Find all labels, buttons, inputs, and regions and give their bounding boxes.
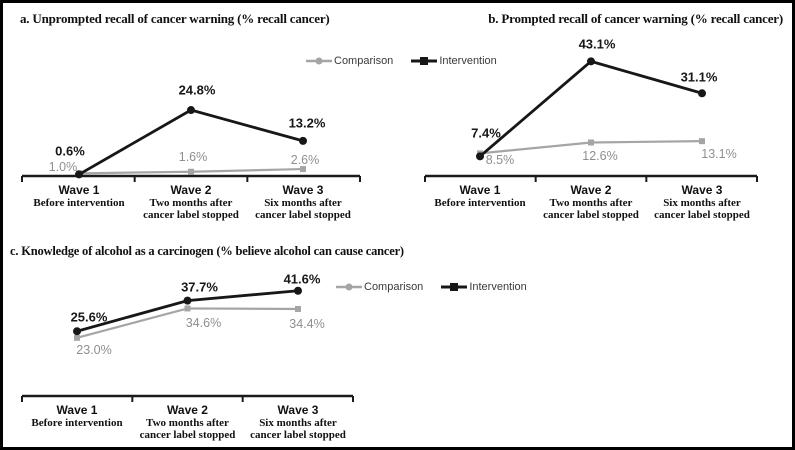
legend-item-intervention: Intervention bbox=[411, 55, 497, 67]
wave-description-line: cancer label stopped bbox=[139, 429, 236, 441]
chart-c-intervention-marker bbox=[73, 327, 81, 336]
wave-description-line: Before intervention bbox=[434, 197, 526, 209]
chart-b-intervention-value-label: 7.4% bbox=[471, 125, 501, 141]
intervention-line-marker-icon bbox=[411, 57, 438, 65]
wave-description-line: Before intervention bbox=[31, 417, 123, 429]
chart-a-comparison-marker bbox=[300, 166, 306, 173]
chart-a-title: a. Unprompted recall of cancer warning (… bbox=[20, 11, 330, 26]
legend-comparison-label: Comparison bbox=[364, 281, 424, 293]
wave-description-line: Six months after bbox=[264, 197, 342, 209]
chart-b-comparison-marker bbox=[699, 138, 705, 145]
chart-c-comparison-value-label: 23.0% bbox=[76, 342, 112, 357]
chart-a-intervention-value-label: 0.6% bbox=[55, 143, 85, 159]
chart-b-comparison-value-label: 8.5% bbox=[485, 153, 515, 168]
wave-label: Wave 1 bbox=[56, 403, 98, 417]
wave-description-line: cancer label stopped bbox=[143, 209, 239, 221]
chart-c-comparison-value-label: 34.4% bbox=[289, 316, 325, 331]
legend-intervention-label: Intervention bbox=[469, 281, 527, 293]
chart-a-comparison-marker bbox=[188, 168, 194, 175]
chart-c-intervention-value-label: 37.7% bbox=[181, 279, 218, 295]
chart-a-intervention-marker bbox=[75, 170, 83, 179]
wave-description-line: cancer label stopped bbox=[250, 429, 346, 441]
chart-a-plot bbox=[21, 106, 361, 182]
chart-b-xaxis-category-1: Wave 1 Before intervention bbox=[410, 183, 550, 210]
intervention-line-marker-icon bbox=[441, 283, 468, 291]
chart-a-comparison-value-label: 1.6% bbox=[178, 149, 208, 164]
wave-description-line: Two months after bbox=[146, 417, 229, 429]
wave-label: Wave 3 bbox=[282, 183, 324, 197]
chart-c-intervention-value-label: 25.6% bbox=[70, 309, 108, 325]
wave-description-line: Two months after bbox=[149, 197, 233, 209]
wave-description-line: Before intervention bbox=[33, 197, 125, 209]
chart-b-intervention-value-label: 31.1% bbox=[680, 69, 718, 85]
legend-intervention-label: Intervention bbox=[439, 55, 497, 67]
chart-b-title: b. Prompted recall of cancer warning (% … bbox=[488, 11, 783, 26]
wave-label: Wave 2 bbox=[570, 183, 612, 197]
wave-description-line: Six months after bbox=[663, 197, 741, 209]
chart-c-xaxis-category-3: Wave 3 Six months after cancer label stopp… bbox=[228, 403, 368, 442]
chart-b-intervention-marker bbox=[476, 152, 484, 161]
legend-comparison-label: Comparison bbox=[334, 55, 394, 67]
chart-c-xaxis-category-1: Wave 1 Before intervention bbox=[7, 403, 147, 430]
wave-label: Wave 1 bbox=[58, 183, 100, 197]
chart-b-comparison-marker bbox=[588, 139, 594, 146]
chart-c-comparison-marker bbox=[74, 334, 80, 341]
chart-c-intervention-marker bbox=[183, 296, 192, 305]
legend-item-comparison: Comparison bbox=[306, 55, 393, 67]
wave-description-line: cancer label stopped bbox=[654, 209, 750, 221]
wave-label: Wave 3 bbox=[277, 403, 319, 417]
chart-a-xaxis-category-2: Wave 2 Two months after cancer label stopp… bbox=[121, 183, 261, 222]
chart-a-intervention-marker bbox=[299, 136, 307, 145]
chart-c-intervention-value-label: 41.6% bbox=[283, 271, 321, 287]
chart-c-comparison-marker bbox=[295, 305, 301, 312]
chart-b-intervention-marker bbox=[587, 57, 595, 66]
chart-c-comparison-value-label: 34.6% bbox=[185, 316, 222, 331]
chart-b-intervention-value-label: 43.1% bbox=[578, 36, 616, 52]
legend-item-comparison: Comparison bbox=[336, 281, 423, 293]
wave-description-line: cancer label stopped bbox=[255, 209, 351, 221]
chart-a-comparison-value-label: 2.6% bbox=[290, 153, 320, 168]
chart-c-intervention-marker bbox=[294, 286, 302, 295]
wave-label: Wave 1 bbox=[459, 183, 501, 197]
wave-description-line: Two months after bbox=[549, 197, 633, 209]
comparison-line-marker-icon bbox=[306, 57, 332, 65]
legend-chart-c: Comparison Intervention bbox=[336, 281, 527, 293]
legend-item-intervention: Intervention bbox=[441, 281, 527, 293]
chart-b-comparison-value-label: 12.6% bbox=[582, 149, 618, 164]
chart-b-xaxis-category-2: Wave 2 Two months after cancer label stopp… bbox=[521, 183, 661, 222]
wave-label: Wave 2 bbox=[167, 403, 208, 417]
wave-description-line: cancer label stopped bbox=[543, 209, 639, 221]
wave-description-line: Six months after bbox=[259, 417, 337, 429]
chart-a-xaxis-category-1: Wave 1 Before intervention bbox=[9, 183, 149, 210]
wave-label: Wave 2 bbox=[170, 183, 212, 197]
chart-b-intervention-marker bbox=[698, 89, 706, 98]
chart-a-comparison-value-label: 1.0% bbox=[48, 160, 78, 175]
chart-a-intervention-line bbox=[78, 108, 304, 176]
chart-c-comparison-marker bbox=[184, 305, 191, 312]
chart-a-intervention-value-label: 24.8% bbox=[178, 82, 216, 98]
chart-c-title: c. Knowledge of alcohol as a carcinogen … bbox=[10, 244, 404, 258]
chart-a-intervention-marker bbox=[187, 106, 195, 115]
comparison-line-marker-icon bbox=[336, 283, 362, 291]
chart-b-xaxis-category-3: Wave 3 Six months after cancer label stopp… bbox=[632, 183, 772, 222]
legend-charts-ab: Comparison Intervention bbox=[306, 55, 497, 67]
chart-a-xaxis-category-3: Wave 3 Six months after cancer label stopp… bbox=[233, 183, 373, 222]
chart-b-comparison-value-label: 13.1% bbox=[701, 147, 737, 162]
chart-a-intervention-value-label: 13.2% bbox=[288, 115, 326, 131]
chart-b-plot bbox=[424, 57, 758, 182]
wave-label: Wave 3 bbox=[681, 183, 723, 197]
chart-c-xaxis-category-2: Wave 2 Two months after cancer label stopp… bbox=[118, 403, 258, 442]
chart-c-plot bbox=[21, 286, 354, 402]
